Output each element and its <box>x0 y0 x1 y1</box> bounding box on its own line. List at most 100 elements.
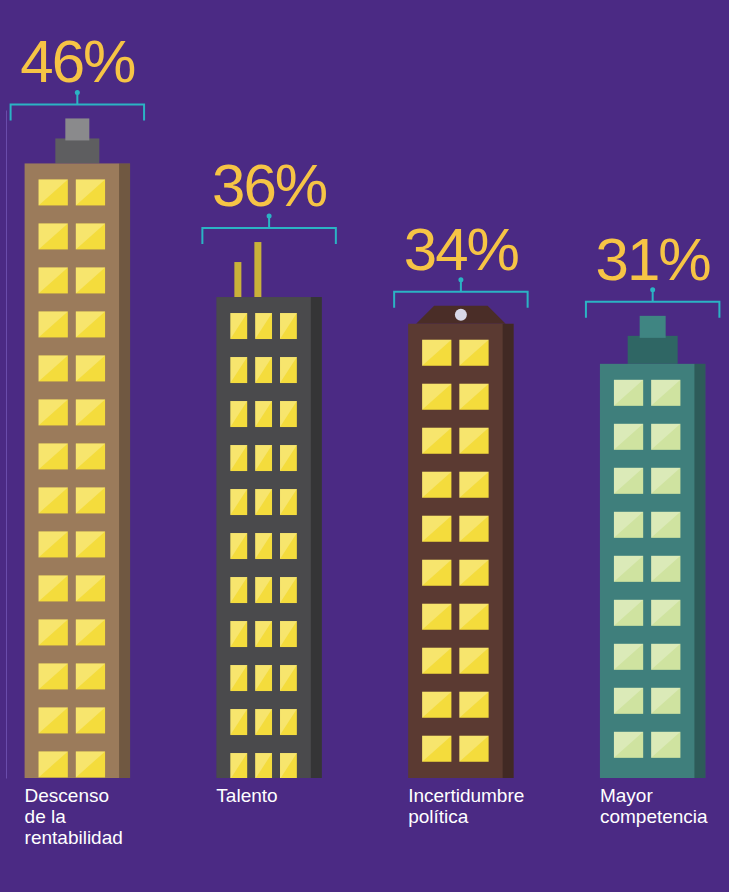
window <box>76 267 105 293</box>
window <box>76 751 105 777</box>
window <box>39 575 68 601</box>
category-label-line: de la <box>25 806 67 827</box>
roof <box>628 336 678 364</box>
window-shine <box>422 384 451 410</box>
window-shine <box>280 621 297 647</box>
chart: 46%Descensode larentabilidad36%Talento34… <box>0 0 729 892</box>
bar <box>600 364 705 778</box>
window <box>280 401 297 427</box>
window <box>39 619 68 645</box>
window-shine <box>280 709 297 735</box>
window <box>76 355 105 381</box>
window <box>39 267 68 293</box>
category-label: Descensode larentabilidad <box>25 785 123 848</box>
bar <box>408 324 513 778</box>
window <box>614 380 643 406</box>
window <box>280 621 297 647</box>
antenna <box>234 262 241 297</box>
window <box>230 357 247 383</box>
window-shine <box>614 512 643 538</box>
window <box>39 443 68 469</box>
window <box>614 644 643 670</box>
building <box>600 316 705 778</box>
category-label-line: Mayor <box>600 785 653 806</box>
window <box>614 512 643 538</box>
window-shine <box>422 604 451 630</box>
window-shine <box>614 644 643 670</box>
window <box>230 621 247 647</box>
window <box>422 560 451 586</box>
window-shine <box>255 445 272 471</box>
window-shine <box>255 313 272 339</box>
window-shine <box>651 600 680 626</box>
building <box>25 118 130 778</box>
window-shine <box>39 267 68 293</box>
window <box>651 600 680 626</box>
window-shine <box>422 648 451 674</box>
window <box>255 401 272 427</box>
roof <box>55 138 99 163</box>
window <box>651 380 680 406</box>
data-label: 36% <box>212 152 327 219</box>
window <box>614 468 643 494</box>
window-shine <box>422 692 451 718</box>
window <box>39 223 68 249</box>
window <box>76 223 105 249</box>
window <box>76 707 105 733</box>
category-label: Talento <box>216 785 277 806</box>
bars <box>25 118 706 778</box>
window-shine <box>255 665 272 691</box>
window <box>614 732 643 758</box>
window <box>459 384 488 410</box>
window-shine <box>614 688 643 714</box>
window-shine <box>422 428 451 454</box>
window-shine <box>76 663 105 689</box>
window <box>459 560 488 586</box>
window-shine <box>255 577 272 603</box>
window <box>255 753 272 778</box>
category-label-line: política <box>408 806 469 827</box>
window-shine <box>230 357 247 383</box>
window <box>230 665 247 691</box>
window <box>651 512 680 538</box>
bar-shade <box>119 163 130 778</box>
window-shine <box>76 751 105 777</box>
window-shine <box>255 753 272 778</box>
window <box>422 428 451 454</box>
window <box>459 736 488 762</box>
window <box>280 533 297 559</box>
window-shine <box>255 709 272 735</box>
window <box>614 688 643 714</box>
window-shine <box>614 600 643 626</box>
window-shine <box>230 665 247 691</box>
window-shine <box>422 736 451 762</box>
window-shine <box>459 692 488 718</box>
bracket <box>202 216 335 244</box>
window-shine <box>255 401 272 427</box>
window-shine <box>230 489 247 515</box>
window-shine <box>422 516 451 542</box>
window-shine <box>230 313 247 339</box>
window <box>230 445 247 471</box>
window-shine <box>76 619 105 645</box>
window <box>280 665 297 691</box>
window <box>255 357 272 383</box>
window <box>614 556 643 582</box>
window-shine <box>422 560 451 586</box>
data-label: 31% <box>596 226 711 293</box>
window <box>280 357 297 383</box>
bracket <box>11 92 144 120</box>
window <box>422 472 451 498</box>
window-shine <box>39 443 68 469</box>
window <box>422 516 451 542</box>
category-label: Mayorcompetencia <box>600 785 708 827</box>
window-shine <box>651 468 680 494</box>
window <box>255 709 272 735</box>
window <box>280 753 297 778</box>
window <box>76 311 105 337</box>
window-shine <box>280 577 297 603</box>
window <box>651 732 680 758</box>
labels: 46%Descensode larentabilidad36%Talento34… <box>11 28 720 847</box>
window-shine <box>459 428 488 454</box>
window-shine <box>39 531 68 557</box>
